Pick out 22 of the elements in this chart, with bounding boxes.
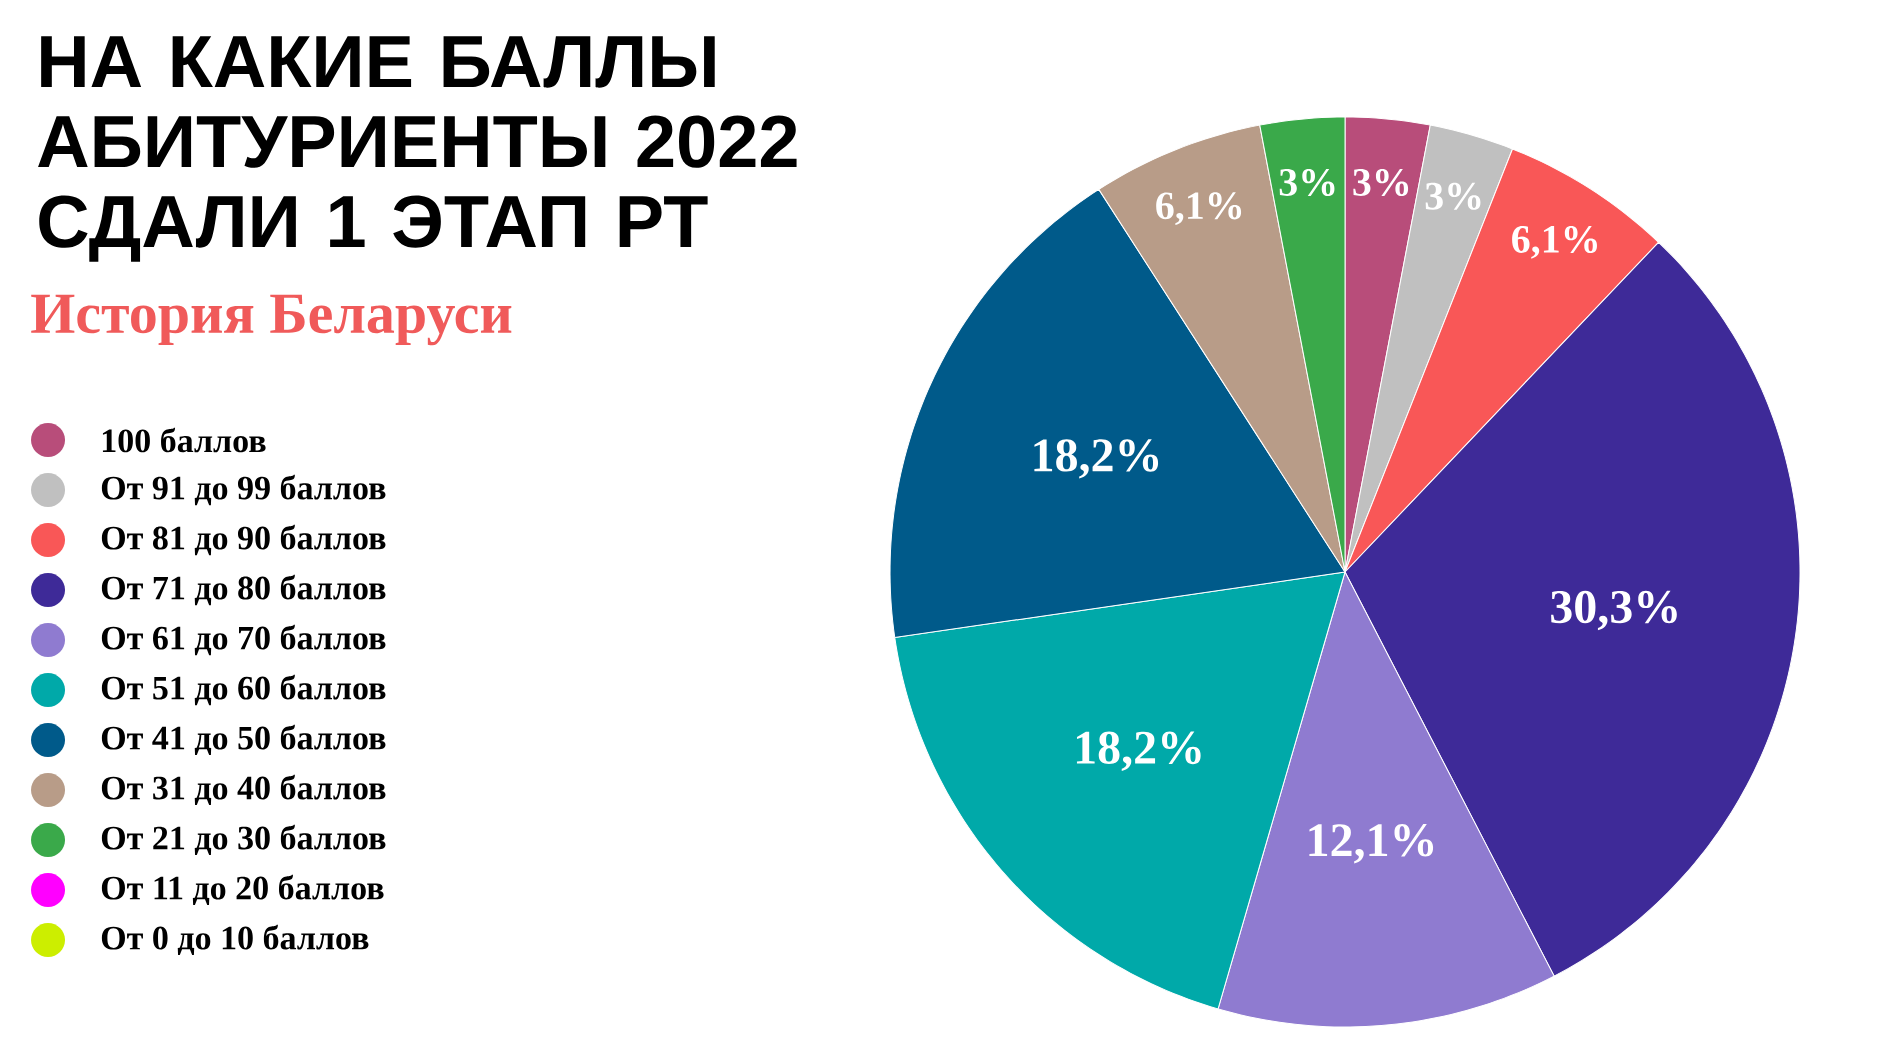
legend-label: От 91 до 99 баллов: [101, 474, 386, 506]
legend-label: От 31 до 40 баллов: [101, 774, 386, 806]
legend-label: От 0 до 10 баллов: [101, 924, 369, 956]
chart-title: НА КАКИЕ БАЛЛЫ АБИТУРИЕНТЫ 2022 СДАЛИ 1 ЭТАП РТ: [38, 36, 797, 262]
legend-label: От 61 до 70 баллов: [101, 624, 386, 656]
data-label: 6,1%: [1512, 225, 1597, 259]
data-label: 3%: [1279, 168, 1335, 197]
data-label: 30,3%: [1551, 590, 1677, 631]
legend-label: От 41 до 50 баллов: [101, 724, 386, 756]
legend-label: От 81 до 90 баллов: [101, 524, 386, 556]
data-label: 12,1%: [1309, 824, 1434, 864]
data-label: 18,2%: [1034, 439, 1159, 479]
data-label: 3%: [1425, 182, 1481, 210]
legend-label: От 71 до 80 баллов: [101, 574, 386, 606]
legend-label: От 51 до 60 баллов: [101, 674, 386, 706]
legend-label: 100 баллов: [102, 427, 266, 453]
text: История Беларуси: [31, 294, 512, 346]
data-label: 3%: [1353, 168, 1409, 197]
data-label: 18,2%: [1076, 731, 1201, 771]
legend-label: От 21 до 30 баллов: [101, 824, 386, 856]
data-label: 6,1%: [1156, 192, 1242, 226]
legend-label: От 11 до 20 баллов: [101, 874, 384, 906]
